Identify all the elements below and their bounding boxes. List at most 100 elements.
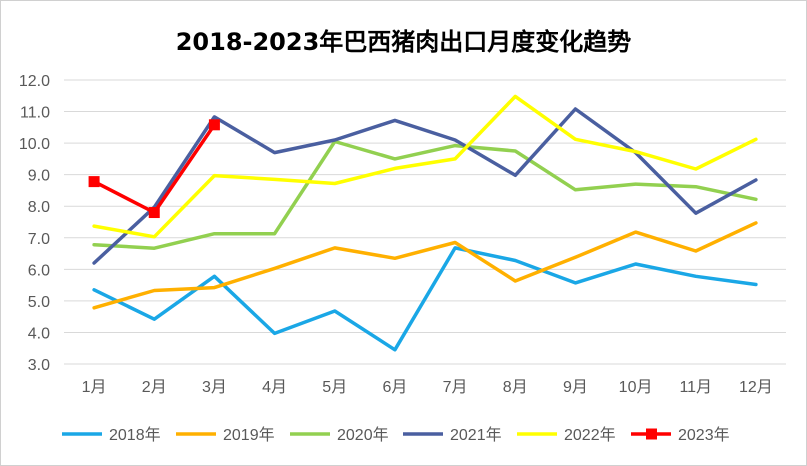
data-point [273, 266, 277, 270]
data-point [453, 157, 457, 161]
y-tick-label: 4.0 [28, 325, 50, 342]
series-2022年 [92, 94, 758, 239]
data-point [92, 306, 96, 310]
legend-item[interactable]: 2020年 [290, 426, 389, 444]
data-point [393, 166, 397, 170]
legend-label: 2018年 [109, 426, 161, 444]
series-line [92, 139, 758, 250]
x-tick-label: 6月 [382, 379, 407, 396]
legend-label: 2023年 [678, 426, 730, 444]
data-point [694, 211, 698, 215]
gridlines [64, 79, 786, 365]
data-point [393, 348, 397, 352]
x-tick-label: 2月 [142, 379, 167, 396]
data-point [453, 246, 457, 250]
data-point [634, 150, 638, 154]
data-point [573, 107, 577, 111]
series-2018年 [92, 246, 758, 352]
x-tick-label: 5月 [322, 379, 347, 396]
series-2019年 [92, 221, 758, 310]
data-point [88, 176, 100, 188]
data-point [453, 144, 457, 148]
x-tick-label: 11月 [679, 379, 712, 396]
data-point [212, 232, 216, 236]
series-line [92, 221, 758, 310]
legend-item[interactable]: 2021年 [403, 426, 502, 444]
legend-label: 2021年 [450, 426, 502, 444]
data-point [208, 119, 220, 131]
data-point [152, 235, 156, 239]
data-point [92, 288, 96, 292]
data-point [453, 241, 457, 245]
data-point [513, 149, 517, 153]
legend-label: 2022年 [564, 426, 616, 444]
series-line [92, 107, 758, 265]
legend-label: 2020年 [337, 426, 389, 444]
data-point [694, 274, 698, 278]
data-point [92, 224, 96, 228]
series-2020年 [92, 139, 758, 250]
data-point [273, 177, 277, 181]
x-tick-label: 12月 [739, 379, 773, 396]
series-2023年 [88, 119, 220, 219]
data-point [212, 115, 216, 119]
series-line [92, 123, 217, 215]
legend-item[interactable]: 2023年 [631, 426, 730, 444]
data-point [513, 258, 517, 262]
y-tick-label: 8.0 [28, 199, 50, 216]
data-point [273, 151, 277, 155]
data-point [513, 279, 517, 283]
data-point [212, 174, 216, 178]
data-point [754, 282, 758, 286]
chart-title: 2018-2023年巴西猪肉出口月度变化趋势 [175, 28, 632, 56]
data-point [333, 138, 337, 142]
data-point [152, 288, 156, 292]
data-point [212, 286, 216, 290]
data-point [694, 249, 698, 253]
data-point [92, 261, 96, 265]
x-tick-label: 1月 [82, 379, 107, 396]
data-point [754, 221, 758, 225]
x-tick-label: 10月 [619, 379, 653, 396]
legend[interactable]: 2018年 2019年 2020年 2021年 2022年 2023年 [62, 426, 730, 444]
data-point [634, 262, 638, 266]
x-axis-ticks: 1月 2月 3月 4月 5月 6月 7月 8月 9月 10月 11月 12月 [82, 379, 773, 396]
data-point [694, 167, 698, 171]
data-point [573, 281, 577, 285]
series-line [92, 94, 758, 239]
y-tick-label: 11.0 [20, 105, 50, 122]
legend-item[interactable]: 2019年 [176, 426, 275, 444]
data-point [152, 246, 156, 250]
data-point [333, 182, 337, 186]
y-tick-label: 7.0 [28, 231, 50, 248]
legend-item[interactable]: 2022年 [517, 426, 616, 444]
data-point [152, 317, 156, 321]
x-tick-label: 9月 [563, 379, 588, 396]
data-point [393, 118, 397, 122]
data-point [273, 232, 277, 236]
legend-marker [646, 428, 657, 440]
data-point [393, 256, 397, 260]
data-point [513, 94, 517, 98]
data-point [573, 188, 577, 192]
series-line [92, 246, 758, 352]
y-tick-label: 12.0 [19, 73, 50, 90]
data-point [333, 309, 337, 313]
data-point [453, 138, 457, 142]
y-axis-ticks: 3.0 4.0 5.0 6.0 7.0 8.0 9.0 10.0 11.0 12.0 [19, 73, 50, 374]
x-tick-label: 8月 [503, 379, 528, 396]
x-tick-label: 4月 [262, 379, 287, 396]
data-point [212, 274, 216, 278]
legend-item[interactable]: 2018年 [62, 426, 161, 444]
y-tick-label: 6.0 [28, 262, 50, 279]
data-point [148, 207, 160, 219]
series-group [88, 94, 758, 352]
data-point [393, 157, 397, 161]
data-point [333, 246, 337, 250]
data-point [754, 137, 758, 141]
data-point [754, 178, 758, 182]
data-point [273, 331, 277, 335]
data-point [754, 197, 758, 201]
series-2021年 [92, 107, 758, 265]
